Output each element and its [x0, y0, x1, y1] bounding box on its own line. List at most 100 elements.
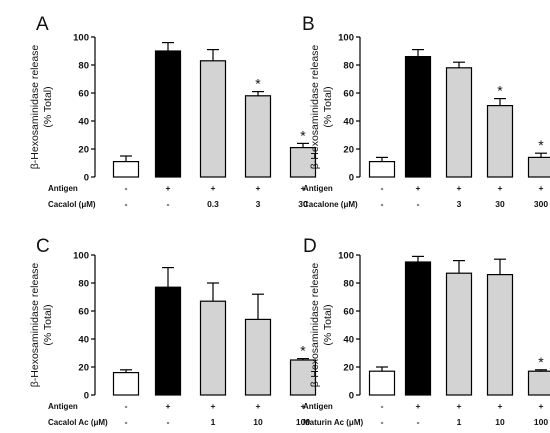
- condition-dose: 3: [457, 199, 462, 209]
- panel-d: Dβ-Hexosaminidase release (% Total) 0 20 40 6…: [303, 236, 550, 427]
- panel-letter: C: [36, 236, 50, 257]
- row-label-compound: Cacalone (μM): [303, 200, 358, 209]
- condition-dose: 1: [211, 417, 216, 427]
- condition-antigen: +: [457, 183, 462, 193]
- condition-dose: -: [125, 199, 128, 209]
- panel-letter: D: [303, 236, 317, 257]
- condition-antigen: -: [125, 183, 128, 193]
- bar: [199, 60, 227, 178]
- condition-antigen: +: [211, 183, 216, 193]
- bar: [527, 370, 550, 396]
- condition-antigen: +: [301, 401, 306, 411]
- condition-antigen: +: [416, 183, 421, 193]
- condition-dose: 100: [296, 417, 310, 427]
- bar: [199, 300, 227, 396]
- bar: [154, 50, 182, 178]
- condition-dose: 1: [457, 417, 462, 427]
- condition-dose: -: [125, 417, 128, 427]
- row-label-compound: Cacalol Ac (μM): [48, 418, 108, 427]
- panel-letter: A: [36, 14, 49, 35]
- y-axis-title: β-Hexosaminidase release: [309, 45, 321, 170]
- significance-star: *: [255, 76, 261, 92]
- condition-dose: 0.3: [207, 199, 219, 209]
- condition-antigen: -: [125, 401, 128, 411]
- condition-antigen: +: [166, 183, 171, 193]
- row-label-antigen: Antigen: [303, 402, 333, 411]
- condition-antigen: +: [301, 183, 306, 193]
- condition-dose: -: [167, 199, 170, 209]
- y-tick-label: 100: [338, 33, 354, 44]
- condition-dose: -: [381, 417, 384, 427]
- condition-dose: 10: [495, 417, 505, 427]
- bar: [486, 104, 514, 178]
- condition-antigen: +: [211, 401, 216, 411]
- panel-c: Cβ-Hexosaminidase release (% Total) 0 20 40 6…: [29, 236, 317, 427]
- y-axis-title: β-Hexosaminidase release: [309, 263, 321, 388]
- significance-star: *: [300, 127, 306, 143]
- y-tick-label: 60: [343, 307, 354, 318]
- y-tick-label: 40: [78, 335, 89, 346]
- y-tick-label: 20: [78, 363, 89, 374]
- bar: [445, 272, 473, 396]
- condition-dose: -: [417, 417, 420, 427]
- y-tick-label: 100: [73, 33, 89, 44]
- y-tick-label: 40: [78, 117, 89, 128]
- condition-antigen: +: [539, 183, 544, 193]
- significance-star: *: [538, 354, 544, 370]
- panel-letter: B: [302, 14, 315, 35]
- y-tick-label: 80: [78, 61, 89, 72]
- bar: [404, 261, 432, 396]
- condition-dose: 300: [534, 199, 548, 209]
- condition-antigen: +: [498, 401, 503, 411]
- row-label-compound: Cacalol (μM): [48, 200, 96, 209]
- condition-antigen: +: [256, 401, 261, 411]
- y-tick-label: 20: [78, 145, 89, 156]
- y-tick-label: 100: [338, 251, 354, 262]
- bar: [486, 274, 514, 396]
- condition-dose: 30: [495, 199, 505, 209]
- y-tick-label: 0: [84, 173, 89, 184]
- bar: [445, 67, 473, 178]
- bar: [527, 156, 550, 178]
- bar: [112, 161, 140, 178]
- y-tick-label: 60: [78, 307, 89, 318]
- y-tick-label: 20: [343, 145, 354, 156]
- condition-dose: 3: [256, 199, 261, 209]
- significance-star: *: [497, 83, 503, 99]
- significance-star: *: [538, 137, 544, 153]
- condition-antigen: -: [381, 401, 384, 411]
- row-label-compound: Maturin Ac (μM): [303, 418, 363, 427]
- bar: [244, 318, 272, 396]
- y-tick-label: 0: [349, 173, 354, 184]
- y-tick-label: 80: [343, 279, 354, 290]
- y-tick-label: 40: [343, 335, 354, 346]
- y-tick-label: 0: [349, 391, 354, 402]
- y-axis-unit: (% Total): [42, 304, 54, 345]
- condition-dose: -: [417, 199, 420, 209]
- y-tick-label: 80: [78, 279, 89, 290]
- y-tick-label: 60: [343, 89, 354, 100]
- y-axis-title: β-Hexosaminidase release: [29, 263, 41, 388]
- y-axis-unit: (% Total): [42, 86, 54, 127]
- panel-b: Bβ-Hexosaminidase release (% Total) 0 20 40 6…: [302, 14, 550, 209]
- condition-dose: 30: [298, 199, 308, 209]
- bar: [112, 372, 140, 396]
- y-axis-unit: (% Total): [322, 86, 334, 127]
- condition-antigen: +: [498, 183, 503, 193]
- condition-dose: 10: [253, 417, 263, 427]
- y-axis-unit: (% Total): [322, 304, 334, 345]
- y-tick-label: 20: [343, 363, 354, 374]
- y-tick-label: 80: [343, 61, 354, 72]
- y-tick-label: 40: [343, 117, 354, 128]
- condition-antigen: -: [381, 183, 384, 193]
- bar: [404, 55, 432, 178]
- bar: [289, 359, 317, 396]
- y-tick-label: 0: [84, 391, 89, 402]
- condition-antigen: +: [416, 401, 421, 411]
- row-label-antigen: Antigen: [303, 184, 333, 193]
- y-axis-title: β-Hexosaminidase release: [29, 45, 41, 170]
- row-label-antigen: Antigen: [48, 402, 78, 411]
- bar: [244, 95, 272, 178]
- y-tick-label: 60: [78, 89, 89, 100]
